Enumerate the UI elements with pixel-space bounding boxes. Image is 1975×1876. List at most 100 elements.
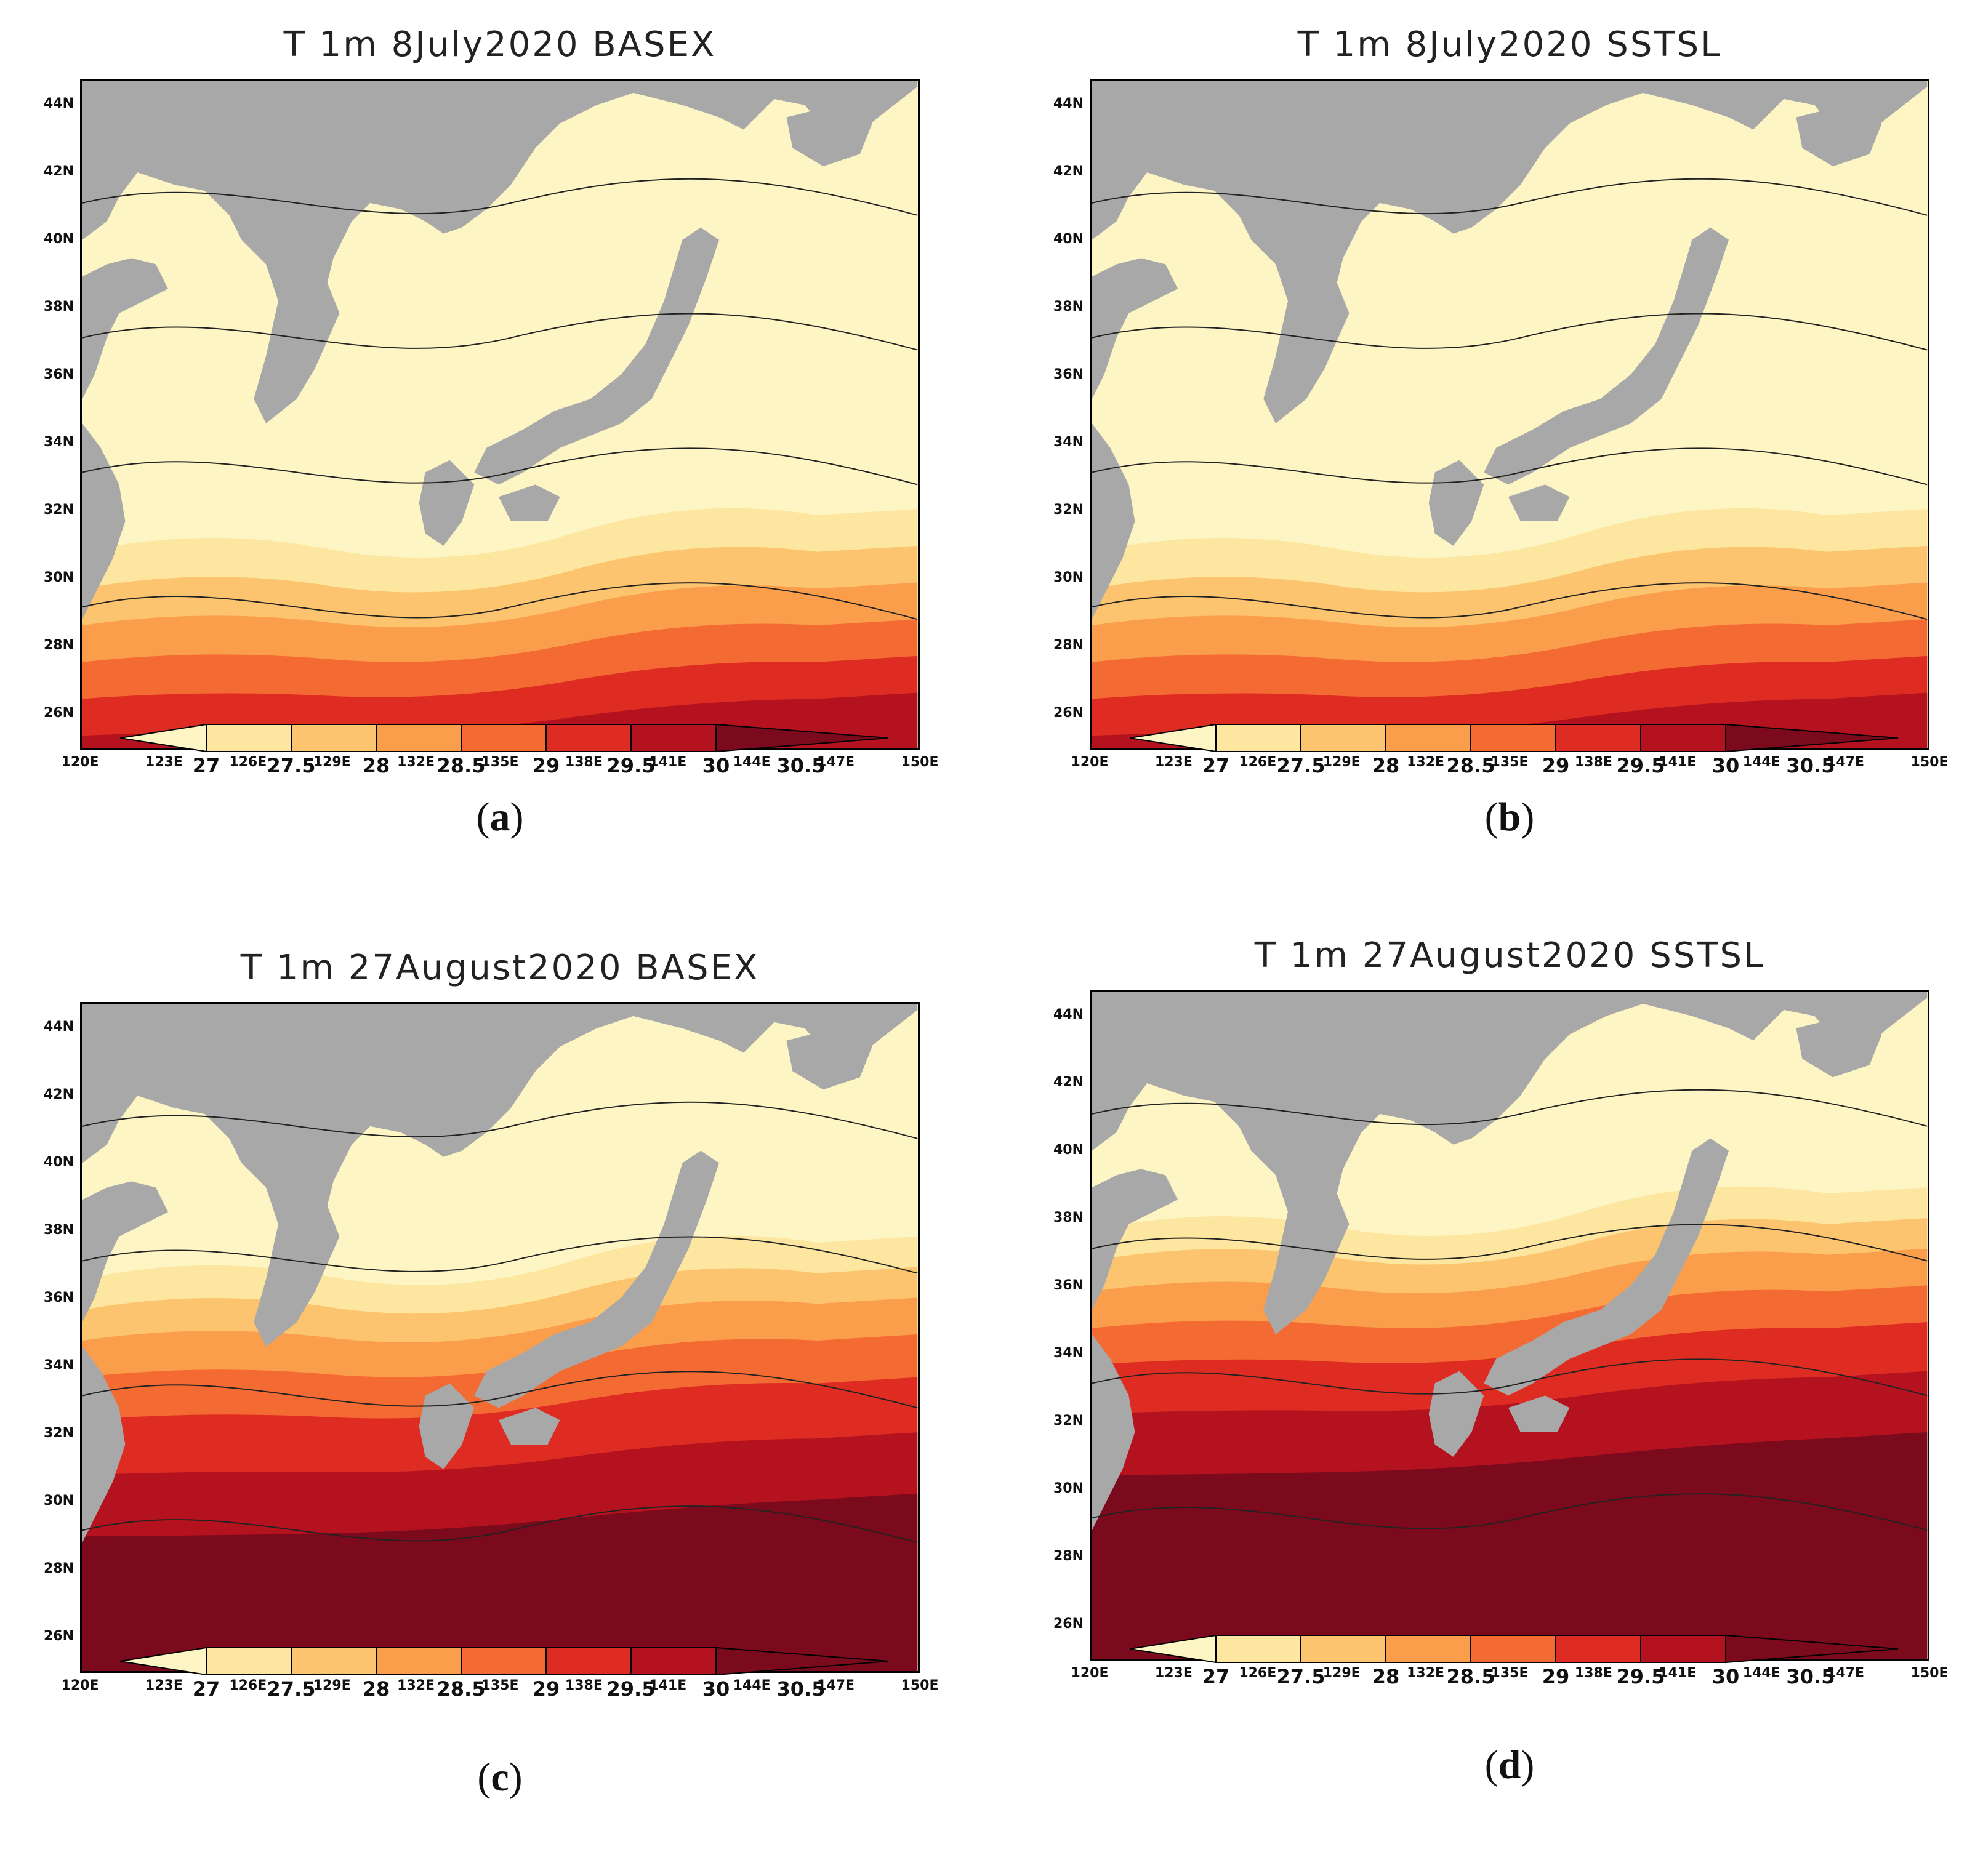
colorbar-tick-label: 28.5 (436, 754, 486, 777)
lat-tick-label: 34N (1053, 435, 1084, 450)
lat-tick-label: 36N (43, 1290, 74, 1305)
lat-tick-label: 38N (1053, 299, 1084, 315)
colorbar-tick-label: 30.5 (776, 1677, 826, 1701)
lat-tick-label: 28N (43, 638, 74, 653)
colorbar (1129, 723, 1899, 753)
panel-title: T 1m 8July2020 SSTSL (1297, 25, 1722, 65)
lat-tick-label: 28N (1053, 638, 1084, 653)
temperature-field (82, 81, 918, 748)
lon-tick-label: 141E (649, 755, 687, 770)
lat-tick-label: 38N (1053, 1210, 1084, 1225)
lon-tick-label: 135E (481, 755, 519, 770)
land-mass (499, 484, 560, 522)
colorbar-segment (1215, 724, 1301, 752)
map-area (1090, 990, 1929, 1661)
isotherm-contour (1092, 582, 1928, 620)
map-panel-a: T 1m 8July2020 BASEX 44N 42N 40N 38N 36N 34N 32… (0, 0, 988, 938)
colorbar-segment (291, 724, 377, 752)
isotherm-contour (82, 1236, 918, 1274)
land-mass (419, 1383, 475, 1469)
lat-tick-label: 42N (1053, 164, 1084, 179)
lon-tick-label: 138E (1574, 1666, 1612, 1681)
lat-tick-label: 44N (43, 96, 74, 111)
colorbar-segment (1300, 1635, 1386, 1663)
colorbar-segment (630, 724, 717, 752)
colorbar-segment (1555, 1635, 1641, 1663)
lon-tick-label: 132E (1407, 1666, 1445, 1681)
map-area (80, 1002, 920, 1673)
land-mass (786, 105, 872, 167)
panel-letter: c (491, 1755, 509, 1800)
isotherm-contour (82, 447, 918, 486)
colorbar-tick-label: 30 (702, 1677, 730, 1701)
lat-tick-label: 40N (1053, 231, 1084, 247)
land-mass (82, 1181, 168, 1323)
lon-tick-label: 120E (61, 1678, 99, 1693)
isotherm-contour (82, 1101, 918, 1139)
colorbar-tick-label: 29.5 (606, 754, 656, 777)
lon-tick-label: 132E (397, 755, 435, 770)
lon-tick-label: 126E (1239, 755, 1277, 770)
lon-tick-label: 129E (313, 755, 351, 770)
lon-tick-label: 150E (901, 1678, 939, 1693)
lat-tick-label: 30N (1053, 1481, 1084, 1496)
lat-tick-label: 42N (43, 1087, 74, 1102)
isotherm-contour (1092, 1224, 1928, 1262)
lat-tick-label: 30N (1053, 570, 1084, 585)
colorbar-tick-label: 29.5 (1616, 1665, 1665, 1688)
colorbar-segment (1555, 724, 1641, 752)
lon-tick-label: 147E (817, 1678, 855, 1693)
panel-label: (d) (1484, 1742, 1535, 1787)
lat-tick-label: 26N (43, 1629, 74, 1644)
colorbar-segment (461, 724, 547, 752)
land-mass (82, 258, 168, 399)
temperature-band (1092, 1432, 1928, 1659)
isotherm-contour (1092, 178, 1928, 216)
lon-tick-label: 120E (1071, 1666, 1109, 1681)
land-mass (1092, 992, 1928, 1334)
lat-tick-label: 44N (43, 1019, 74, 1035)
colorbar-high-arrow (715, 1646, 889, 1676)
land-mass (82, 423, 126, 620)
lon-tick-label: 141E (649, 1678, 687, 1693)
lon-tick-label: 120E (61, 755, 99, 770)
colorbar-segment (545, 1647, 632, 1675)
lat-tick-label: 32N (1053, 502, 1084, 518)
map-panel-b: T 1m 8July2020 SSTSL 44N 42N 40N 38N 36N 34N 32… (1010, 0, 1975, 938)
colorbar-segment (1385, 724, 1471, 752)
lat-tick-label: 34N (43, 1358, 74, 1373)
colorbar-segment (1215, 1635, 1301, 1663)
colorbar-segment (206, 724, 292, 752)
lat-tick-label: 38N (43, 299, 74, 315)
lat-tick-label: 30N (43, 570, 74, 585)
lon-tick-label: 123E (145, 1678, 183, 1693)
map-panel-d: T 1m 27August2020 SSTSL 44N 42N 40N 38N 36N 34… (1010, 911, 1975, 1849)
colorbar-tick-label: 27.5 (1276, 1665, 1325, 1688)
temperature-field (82, 1004, 918, 1671)
lat-tick-label: 44N (1053, 96, 1084, 111)
colorbar-segment (630, 1647, 717, 1675)
lon-tick-label: 132E (397, 1678, 435, 1693)
isotherm-contour (1092, 1358, 1928, 1397)
lon-tick-label: 141E (1659, 1666, 1697, 1681)
lon-tick-label: 123E (1154, 1666, 1193, 1681)
map-area (80, 79, 920, 750)
land-mass (1508, 1395, 1570, 1433)
lon-tick-label: 135E (1490, 1666, 1529, 1681)
colorbar-tick-label: 28.5 (436, 1677, 486, 1701)
panel-letter: a (489, 795, 510, 840)
lat-tick-label: 36N (1053, 1278, 1084, 1293)
colorbar-segment (1640, 724, 1726, 752)
colorbar-tick-label: 29 (1542, 754, 1570, 777)
land-mass (1428, 460, 1484, 546)
lon-tick-label: 135E (1490, 755, 1529, 770)
lat-tick-label: 26N (43, 705, 74, 721)
lon-tick-label: 129E (1322, 755, 1361, 770)
colorbar-tick-label: 30 (1712, 754, 1740, 777)
colorbar-segment (376, 724, 462, 752)
land-mass (1508, 484, 1570, 522)
colorbar-segment (545, 724, 632, 752)
lat-tick-label: 32N (43, 502, 74, 518)
isotherm-contour (1092, 447, 1928, 486)
colorbar-low-arrow (119, 723, 207, 753)
